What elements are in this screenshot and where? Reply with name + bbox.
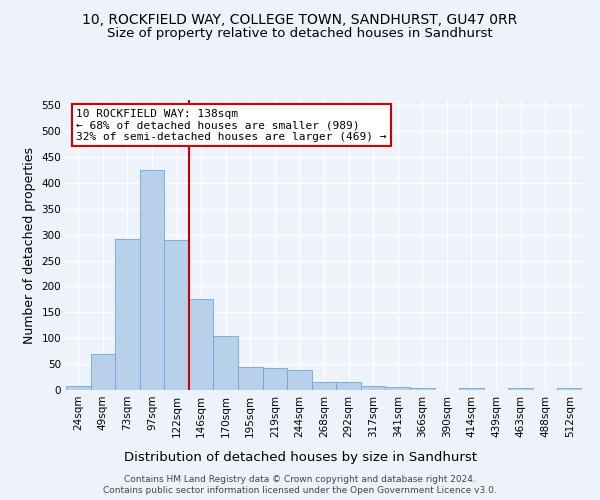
Text: Contains HM Land Registry data © Crown copyright and database right 2024.: Contains HM Land Registry data © Crown c… [124,475,476,484]
Text: Size of property relative to detached houses in Sandhurst: Size of property relative to detached ho… [107,28,493,40]
Bar [164,240,189,390]
Text: Distribution of detached houses by size in Sandhurst: Distribution of detached houses by size … [124,451,476,464]
Bar [410,388,434,390]
Bar [385,388,410,390]
Bar [312,382,336,390]
Bar [557,388,582,390]
Bar [459,388,484,390]
Bar [508,388,533,390]
Bar [287,370,312,390]
Bar [263,368,287,390]
Bar [115,239,140,390]
Bar [91,354,115,390]
Bar [238,367,263,390]
Text: 10, ROCKFIELD WAY, COLLEGE TOWN, SANDHURST, GU47 0RR: 10, ROCKFIELD WAY, COLLEGE TOWN, SANDHUR… [82,12,518,26]
Text: Contains public sector information licensed under the Open Government Licence v3: Contains public sector information licen… [103,486,497,495]
Y-axis label: Number of detached properties: Number of detached properties [23,146,36,344]
Bar [189,300,214,390]
Bar [214,336,238,390]
Bar [361,386,385,390]
Bar [336,382,361,390]
Bar [66,386,91,390]
Bar [140,170,164,390]
Text: 10 ROCKFIELD WAY: 138sqm
← 68% of detached houses are smaller (989)
32% of semi-: 10 ROCKFIELD WAY: 138sqm ← 68% of detach… [76,108,387,142]
